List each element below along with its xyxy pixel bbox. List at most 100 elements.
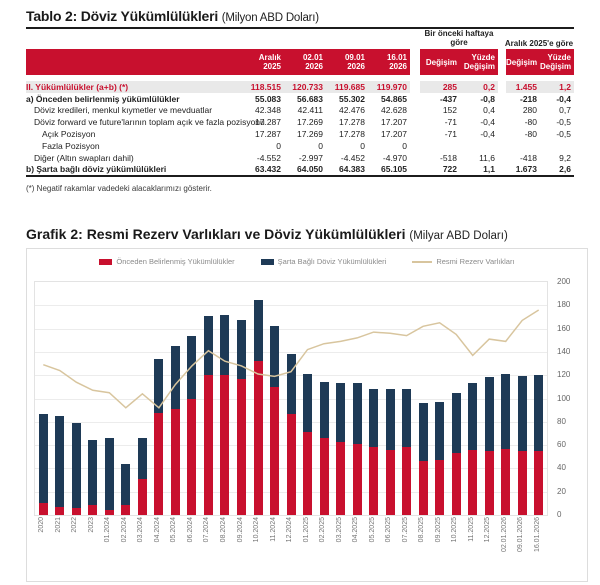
bar-segment-contingent [385,389,395,450]
x-tick-label: 11.2024 [269,517,277,542]
chart-title-text: Grafik 2: Resmi Rezerv Varlıkları ve Döv… [26,226,406,242]
row-label: b) Şarta bağlı döviz yükümlülükleri [26,164,167,175]
bar-segment-contingent [270,326,279,387]
x-tick-label: 04.2024 [153,517,161,543]
bar-segment-contingent [451,392,461,454]
y-tick-label: 200 [557,277,571,286]
table-row: Diğer (Altın swapları dahil) -4.552 -2.997… [26,152,574,164]
chart-title-unit: (Milyar ABD Doları) [409,230,508,242]
liabilities-table-section: Tablo 2: Döviz Yükümlülükleri (Milyon AB… [26,8,574,193]
y-tick-label: 120 [557,370,571,380]
y-tick-label: 0 [557,510,562,519]
row-label: Fazla Pozisyon [42,140,100,151]
y-tick-label: 20 [557,486,566,496]
bar-segment-contingent [237,320,246,379]
bar-segment-predetermined [352,443,362,515]
bar-segment-predetermined [418,461,428,515]
col-header-date-2: 02.01 2026 [302,53,323,71]
value-cell: 17.207 [381,129,407,140]
bar-segment-predetermined [517,450,527,515]
plot-area [34,281,548,516]
chart-card: Önceden Belirlenmiş Yükümlülükler Şarta … [26,248,588,582]
legend-swatch-line [412,260,433,263]
week-change-cell: -71 [444,117,457,128]
dec-change-cell: -218 [519,93,537,104]
legend-label-predetermined: Önceden Belirlenmiş Yükümlülükler [116,257,235,266]
row-label: Diğer (Altın swapları dahil) [34,152,134,163]
value-cell: 42.411 [297,105,323,116]
legend-label-contingent: Şarta Bağlı Döviz Yükümlülükleri [277,257,387,266]
bar-segment-contingent [137,438,147,479]
week-pct-change-cell [460,140,498,152]
bar-segment-contingent [55,415,65,507]
bar-segment-contingent [253,299,263,362]
x-tick-label: 01.2025 [302,517,310,543]
legend-swatch-red [99,258,113,265]
value-cell: 17.278 [339,117,365,128]
value-cell: 17.287 [255,117,281,128]
bar-segment-contingent [319,382,329,439]
dec-pct-change-cell: -0,5 [556,117,571,128]
bar-segment-predetermined [154,412,164,515]
value-cell: 17.269 [297,117,323,128]
value-cell: 119.970 [368,81,410,93]
x-tick-label: 07.2025 [401,517,409,543]
x-tick-label: 03.2025 [335,517,343,543]
value-cell: 120.733 [284,81,326,93]
value-cell: -4.970 [382,152,407,163]
table-title: Tablo 2: Döviz Yükümlülükleri (Milyon AB… [26,8,574,24]
bar-segment-predetermined [319,438,329,515]
value-cell: 0 [402,140,407,151]
value-cell: 42.476 [339,105,365,116]
x-tick-label: 16.01.2026 [533,517,541,553]
bar-segment-contingent [38,413,48,504]
legend-label-reserves: Resmi Rezerv Varlıkları [436,257,515,266]
x-tick-label: 05.2025 [368,517,376,543]
value-cell: 17.269 [297,129,323,140]
x-tick-label: 06.2024 [186,517,194,543]
bar-segment-predetermined [137,478,147,515]
bar-segment-predetermined [369,447,379,515]
x-tick-label: 10.2025 [451,517,459,543]
x-tick-label: 12.2025 [484,517,492,543]
bar-segment-predetermined [38,503,48,515]
gridline [35,305,547,307]
x-tick-label: 02.2025 [319,517,326,543]
dec-pct-change-cell: 9,2 [559,152,571,163]
y-tick-label: 60 [557,440,566,450]
table-row: Döviz kredileri, menkul kıymetler ve mev… [26,105,574,117]
title-rule [26,27,574,29]
value-cell: 55.083 [255,93,281,104]
value-cell: 118.515 [242,81,284,93]
x-tick-label: 09.2025 [434,517,442,543]
col-header-date-1: Aralık 2025 [258,53,281,71]
bar-segment-predetermined [435,460,445,515]
y-tick-label: 160 [557,323,571,333]
x-tick-label: 05.2024 [170,517,178,543]
x-tick-label: 2021 [54,517,62,533]
bar-segment-contingent [418,403,428,462]
bar-segment-contingent [286,354,296,414]
table-title-text: Tablo 2: Döviz Yükümlülükleri [26,8,219,24]
value-cell: 64.383 [339,164,365,175]
col-header-date-4: 16.01 2026 [386,53,407,71]
value-cell: 0 [276,140,281,151]
x-tick-label: 07.2024 [203,517,211,543]
value-cell: 0 [318,140,323,151]
table-row: Döviz forward ve future'larının toplam a… [26,116,574,128]
bar-segment-predetermined [451,453,461,515]
week-pct-change-cell: 0,4 [483,105,495,116]
value-cell: 17.287 [255,129,281,140]
bar-segment-predetermined [402,447,412,515]
x-tick-label: 09.2024 [236,517,244,543]
dec-pct-change-cell: -0,4 [556,93,571,104]
row-label: II. Yükümlülükler (a+b) (*) [26,81,242,93]
week-change-cell: 722 [442,164,457,175]
dec-pct-change-cell: 0,7 [559,105,571,116]
value-cell: 42.348 [255,105,281,116]
bar-segment-contingent [336,383,345,442]
bar-segment-predetermined [286,413,296,515]
week-change-cell: 285 [420,81,460,93]
bar-segment-contingent [203,315,213,376]
x-tick-label: 2023 [87,517,95,533]
